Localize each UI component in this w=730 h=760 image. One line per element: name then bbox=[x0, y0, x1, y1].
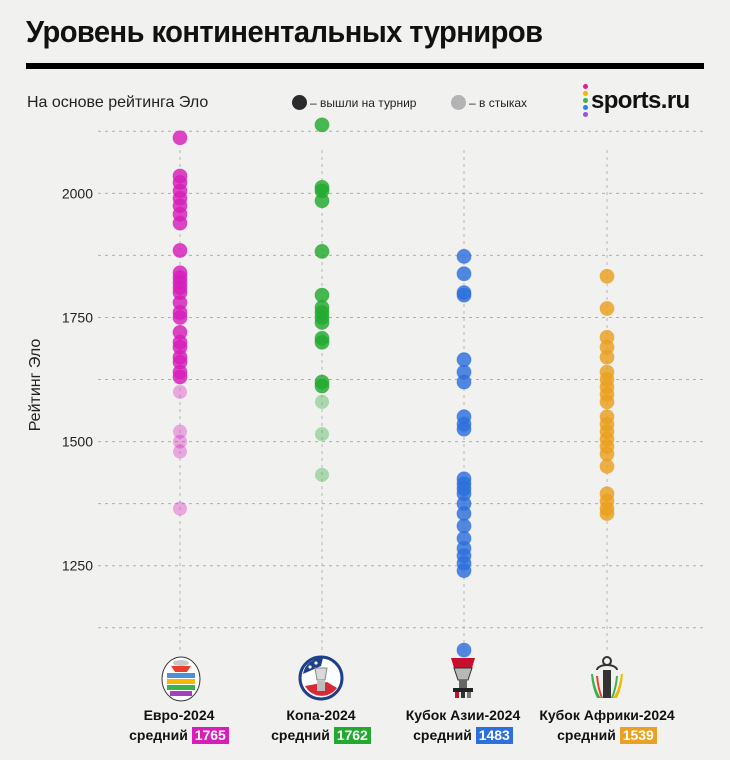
brand-logo[interactable]: sports.ru bbox=[583, 84, 690, 117]
team-name: Кубок Африки-2024 bbox=[539, 707, 675, 723]
data-point-playoff bbox=[315, 427, 329, 442]
title-rule bbox=[26, 63, 704, 69]
data-point bbox=[172, 310, 188, 325]
data-point bbox=[314, 315, 330, 330]
y-axis-label: Рейтинг Эло bbox=[27, 339, 44, 432]
data-point bbox=[172, 215, 188, 231]
team-average: средний 1765 bbox=[94, 725, 264, 745]
data-point bbox=[599, 301, 615, 316]
legend-playoff-label: – в стыках bbox=[469, 95, 528, 110]
data-point bbox=[456, 287, 472, 303]
average-badge: 1765 bbox=[191, 727, 229, 744]
legend-dot-qualified bbox=[292, 95, 307, 110]
data-point bbox=[314, 117, 330, 133]
data-point bbox=[599, 459, 615, 474]
data-point bbox=[599, 394, 615, 410]
legend-playoff: – в стыках bbox=[451, 95, 527, 110]
data-point bbox=[172, 369, 188, 385]
team-label-copa: Копа-2024 средний 1762 bbox=[236, 705, 406, 745]
legend-qualified: – вышли на турнир bbox=[292, 95, 416, 110]
y-tick-label: 1250 bbox=[62, 558, 93, 574]
average-badge: 1539 bbox=[619, 727, 657, 744]
data-point-playoff bbox=[173, 444, 187, 459]
team-name: Кубок Азии-2024 bbox=[405, 707, 521, 723]
data-point-playoff bbox=[315, 394, 329, 409]
data-point-playoff bbox=[173, 424, 187, 439]
team-average: средний 1539 bbox=[522, 725, 692, 745]
y-tick-label: 2000 bbox=[62, 185, 93, 201]
data-point-playoff bbox=[173, 501, 187, 516]
data-point bbox=[172, 130, 188, 146]
data-point bbox=[314, 287, 330, 303]
data-point bbox=[456, 642, 472, 658]
average-badge: 1762 bbox=[333, 727, 371, 744]
data-point bbox=[314, 193, 330, 209]
page-title: Уровень континентальных турниров bbox=[26, 14, 543, 49]
y-tick-label: 1750 bbox=[62, 309, 93, 325]
data-point bbox=[456, 563, 472, 579]
data-point bbox=[599, 506, 615, 521]
data-point bbox=[599, 446, 615, 462]
data-point bbox=[599, 268, 615, 284]
data-point bbox=[599, 349, 615, 365]
team-name: Евро-2024 bbox=[143, 707, 215, 723]
data-point bbox=[456, 374, 472, 390]
asian-cup-trophy-icon bbox=[451, 658, 475, 698]
data-point bbox=[314, 378, 330, 394]
data-point bbox=[456, 249, 472, 264]
team-label-euro: Евро-2024 средний 1765 bbox=[94, 705, 264, 745]
y-tick-label: 1500 bbox=[62, 434, 93, 450]
data-point-playoff bbox=[173, 434, 187, 449]
afcon-trophy-icon bbox=[591, 656, 623, 698]
team-average: средний 1483 bbox=[378, 725, 548, 745]
data-point bbox=[172, 243, 188, 258]
legend-dot-playoff bbox=[451, 95, 466, 110]
team-name: Копа-2024 bbox=[286, 707, 356, 723]
team-label-asia: Кубок Азии-2024 средний 1483 bbox=[378, 705, 548, 745]
brand-name: sports.ru bbox=[591, 86, 690, 114]
data-point bbox=[456, 518, 472, 534]
brand-dots-icon bbox=[583, 84, 588, 117]
data-point bbox=[456, 266, 472, 282]
legend-qualified-label: – вышли на турнир bbox=[310, 95, 417, 110]
data-point bbox=[456, 421, 472, 437]
average-badge: 1483 bbox=[475, 727, 513, 744]
team-average: средний 1762 bbox=[236, 725, 406, 745]
data-point bbox=[456, 506, 472, 521]
data-point bbox=[314, 334, 330, 350]
team-label-africa: Кубок Африки-2024 средний 1539 bbox=[522, 705, 692, 745]
copa-2024-trophy-icon bbox=[298, 655, 344, 701]
data-point bbox=[456, 352, 472, 368]
data-point bbox=[314, 244, 330, 259]
data-point-playoff bbox=[315, 467, 329, 482]
data-point-playoff bbox=[173, 384, 187, 399]
euro-2024-trophy-icon bbox=[161, 656, 201, 702]
subtitle: На основе рейтинга Эло bbox=[27, 94, 209, 111]
